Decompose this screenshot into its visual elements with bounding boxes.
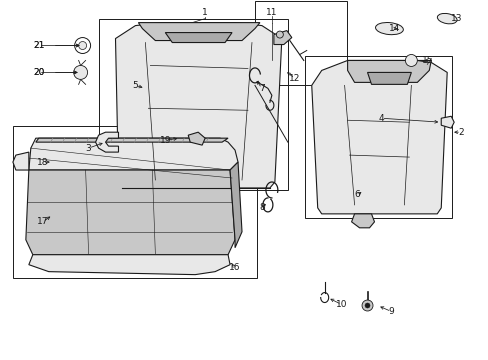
Text: 3: 3: [85, 144, 91, 153]
Text: 16: 16: [229, 263, 240, 272]
Text: 2: 2: [457, 128, 463, 137]
Text: 7: 7: [259, 84, 264, 93]
Circle shape: [79, 41, 86, 50]
Bar: [254, 1, 346, 85]
Text: 15: 15: [421, 56, 432, 65]
Polygon shape: [351, 214, 374, 228]
Circle shape: [276, 31, 283, 38]
Circle shape: [75, 37, 90, 54]
Text: 4: 4: [378, 114, 384, 123]
Bar: [99, 19, 287, 190]
Polygon shape: [26, 170, 235, 255]
Text: 19: 19: [159, 136, 171, 145]
Polygon shape: [29, 138, 238, 170]
Polygon shape: [95, 132, 118, 152]
Text: 13: 13: [450, 14, 462, 23]
Text: 14: 14: [388, 24, 399, 33]
Text: 8: 8: [259, 203, 264, 212]
Polygon shape: [367, 72, 410, 84]
Polygon shape: [229, 162, 242, 248]
Circle shape: [361, 300, 372, 311]
Bar: [13, 126, 256, 278]
Polygon shape: [273, 31, 291, 45]
Text: 9: 9: [388, 307, 393, 316]
Polygon shape: [188, 132, 205, 145]
Polygon shape: [36, 138, 227, 142]
Polygon shape: [311, 60, 447, 214]
Bar: [304, 57, 451, 218]
Text: 17: 17: [37, 217, 48, 226]
Text: 20: 20: [33, 68, 44, 77]
Text: 12: 12: [288, 74, 300, 83]
Polygon shape: [138, 23, 260, 41]
Ellipse shape: [436, 13, 456, 24]
Text: 21: 21: [33, 41, 44, 50]
Text: 21: 21: [33, 41, 44, 50]
Text: 10: 10: [335, 300, 346, 309]
Circle shape: [364, 303, 369, 308]
Polygon shape: [115, 23, 281, 188]
Text: 5: 5: [132, 81, 138, 90]
Polygon shape: [440, 116, 453, 128]
Polygon shape: [13, 152, 29, 170]
Text: 11: 11: [265, 8, 277, 17]
Text: 20: 20: [33, 68, 44, 77]
Text: 18: 18: [37, 158, 48, 167]
Circle shape: [405, 54, 416, 67]
Polygon shape: [347, 60, 430, 82]
Polygon shape: [29, 255, 229, 275]
Ellipse shape: [375, 23, 403, 35]
Text: 1: 1: [202, 8, 207, 17]
Polygon shape: [165, 32, 232, 42]
Text: 6: 6: [354, 190, 360, 199]
Circle shape: [74, 66, 87, 80]
